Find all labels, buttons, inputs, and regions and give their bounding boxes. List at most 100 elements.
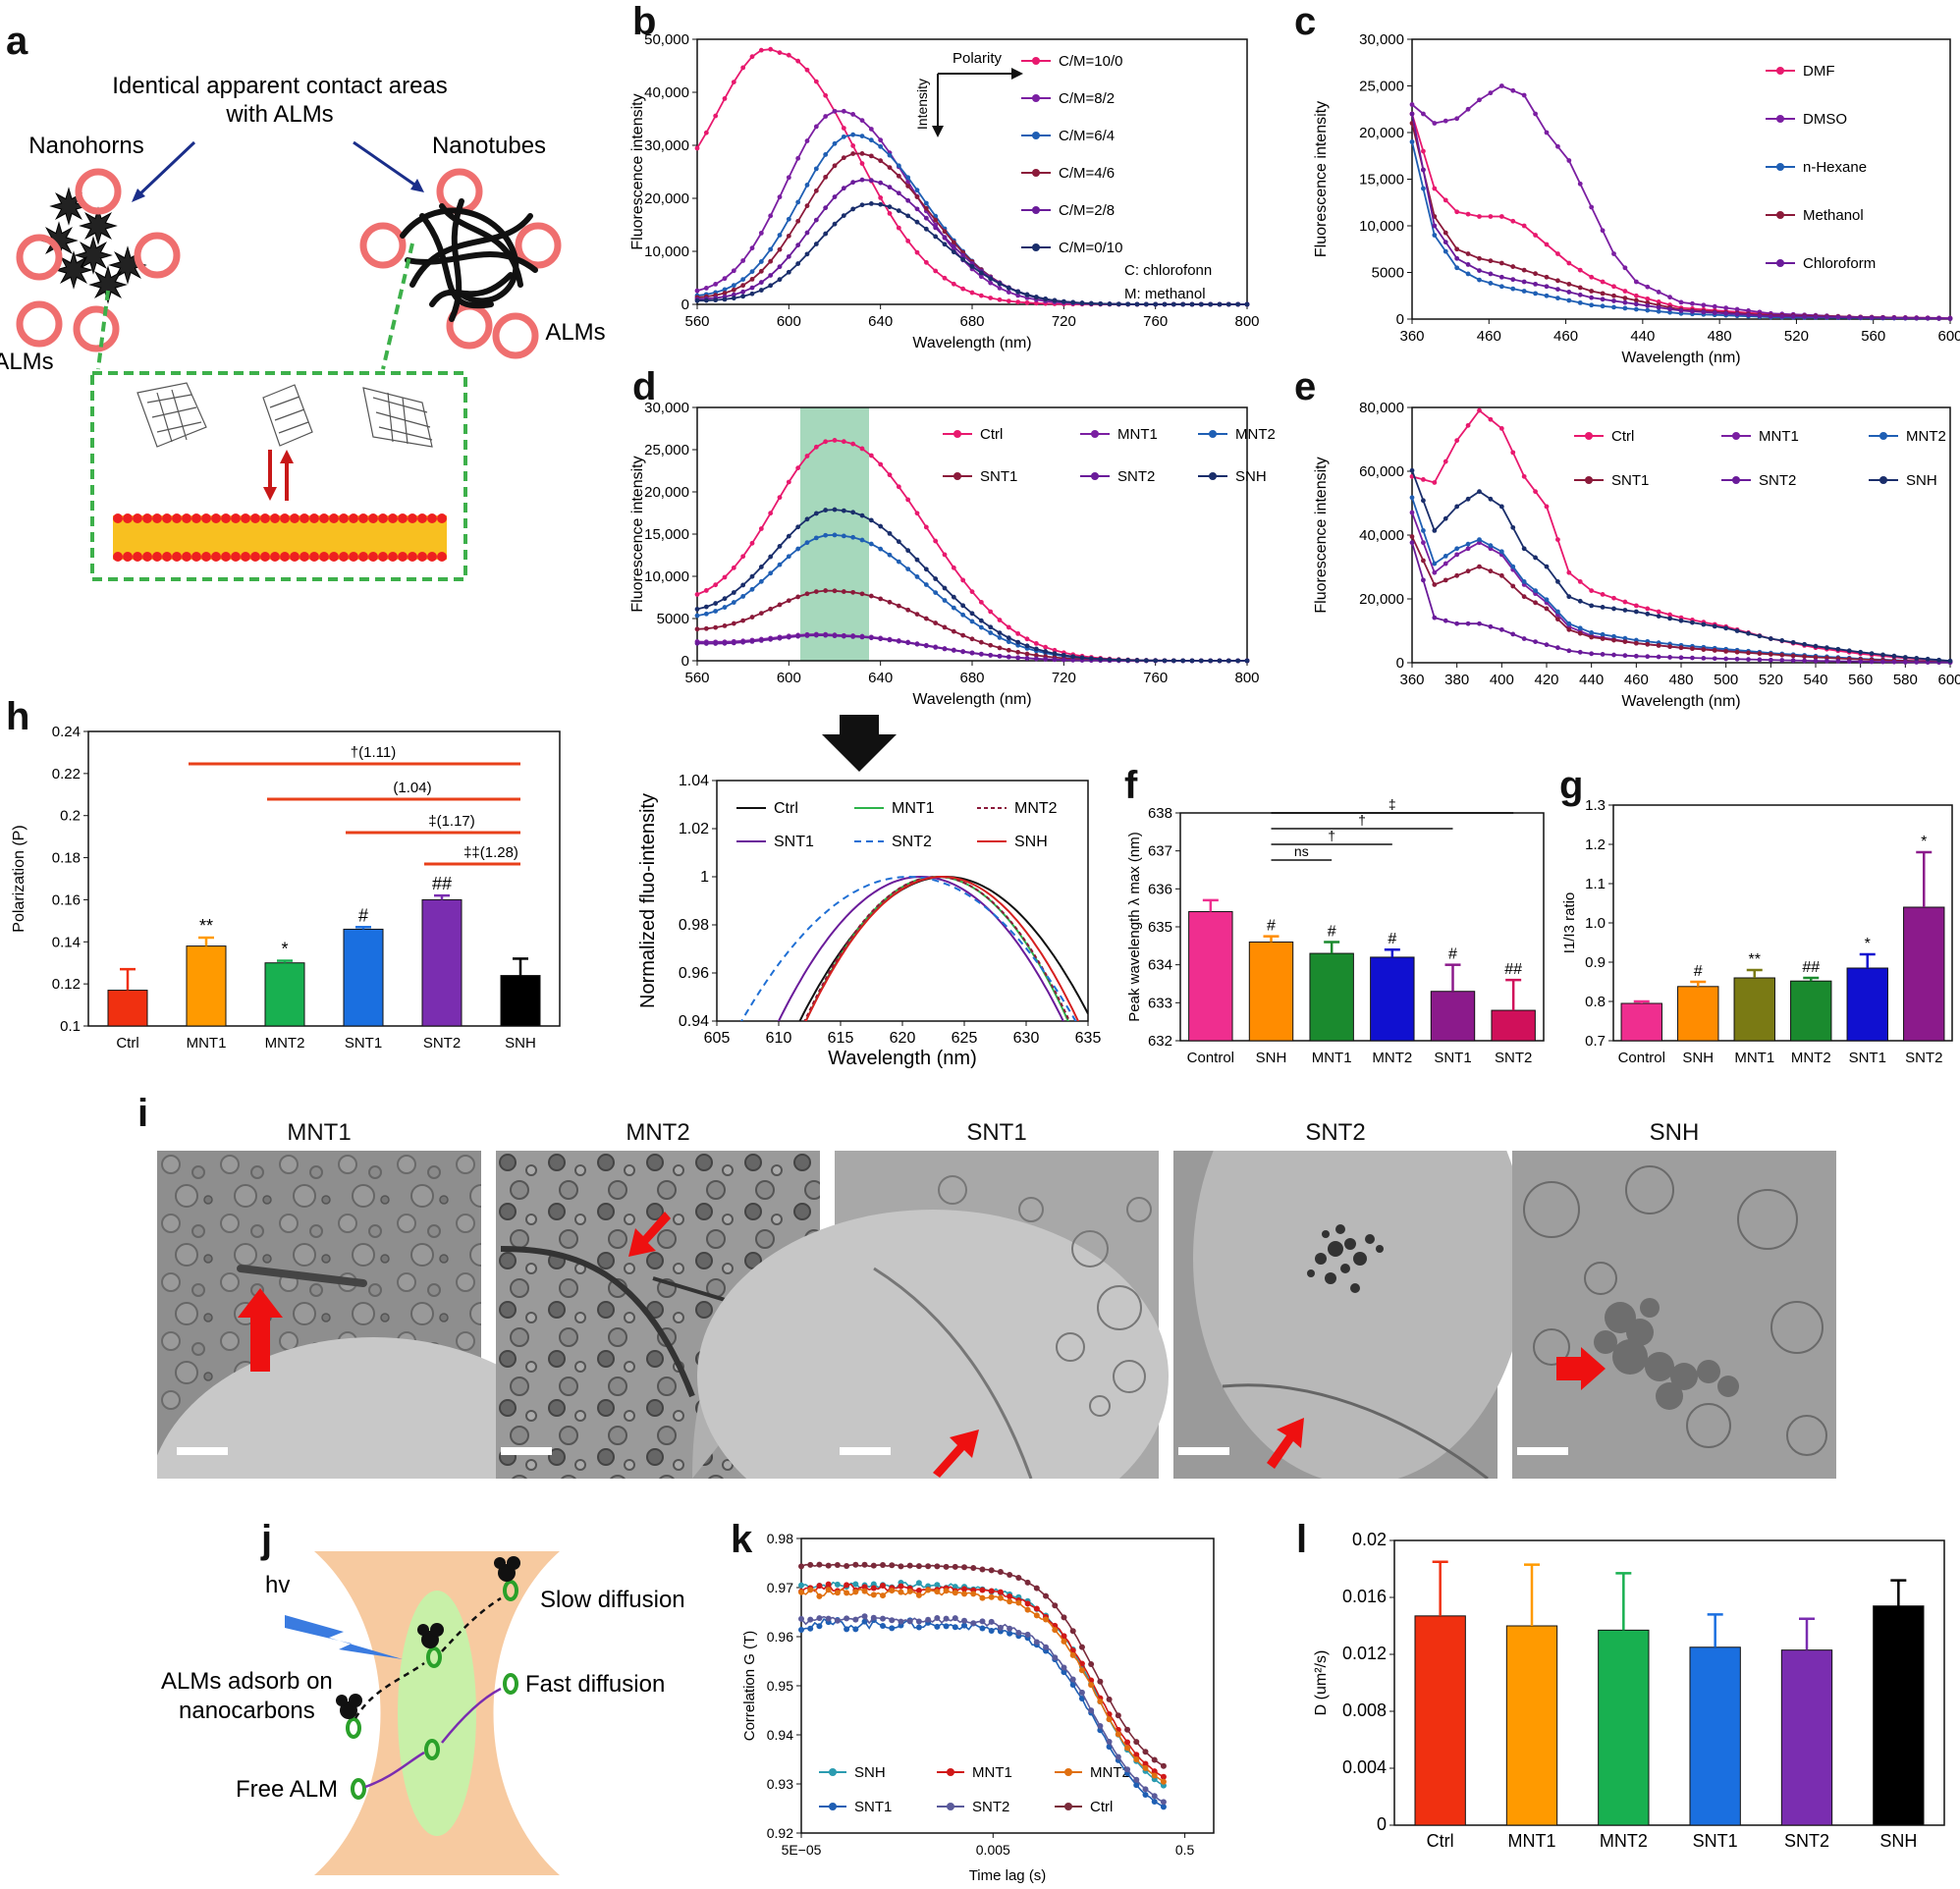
data-point	[1902, 659, 1908, 665]
data-point	[823, 632, 829, 638]
data-point	[1510, 524, 1516, 530]
significance-label: (1.04)	[393, 780, 431, 796]
data-point	[777, 50, 783, 56]
chart-g: 0.7 0.8 0.9 1.0 1.1 1.2 1.3 I1/I3 ratio Control #…	[1561, 797, 1953, 1066]
y-tick-label: 637	[1148, 843, 1172, 860]
data-point	[988, 1628, 995, 1635]
data-point	[914, 511, 920, 516]
y-tick-label: 0.95	[767, 1678, 793, 1694]
data-point	[1533, 233, 1538, 238]
data-point	[1555, 278, 1560, 284]
significance-mark: #	[1448, 946, 1457, 963]
lipid-head-top	[437, 513, 447, 523]
data-point	[979, 1566, 986, 1573]
panel-letter-j: j	[261, 1518, 273, 1561]
data-point	[914, 219, 920, 225]
lipid-head-top	[378, 513, 388, 523]
data-point	[1566, 594, 1572, 600]
data-point	[1115, 1754, 1121, 1760]
data-point	[1088, 1661, 1095, 1668]
data-point	[841, 533, 846, 539]
y-tick-label: 0.98	[767, 1531, 793, 1546]
data-point	[868, 127, 874, 132]
data-point	[988, 630, 994, 635]
data-point	[1622, 299, 1628, 305]
data-point	[731, 600, 736, 605]
data-point	[942, 552, 948, 558]
data-point	[758, 259, 764, 264]
x-tick-label: 625	[952, 1030, 978, 1047]
y-tick-label: 0.92	[767, 1825, 793, 1841]
data-point	[1006, 647, 1011, 653]
data-point	[731, 590, 736, 595]
x-tick-label: SNT2	[423, 1035, 461, 1052]
data-point	[1846, 648, 1852, 654]
data-point	[1667, 306, 1672, 312]
data-point	[1189, 301, 1195, 307]
data-point	[1678, 645, 1684, 651]
data-point	[906, 1618, 913, 1625]
data-point	[713, 641, 719, 646]
data-point	[1757, 633, 1763, 639]
panel-letter-e: e	[1294, 365, 1317, 408]
chart-normalized: 0.94 0.96 0.98 1 1.02 1.04 605 610 615 620 625 630 6…	[638, 773, 1101, 1069]
data-point	[933, 234, 939, 240]
data-point	[878, 143, 884, 149]
y-tick-label: 0.14	[52, 934, 81, 950]
lipid-head-top	[162, 513, 172, 523]
data-point	[1409, 540, 1415, 546]
data-point	[1510, 564, 1516, 569]
data-point	[880, 1583, 887, 1590]
data-point	[1006, 285, 1011, 291]
data-point	[1667, 612, 1672, 618]
label-alms-left: ALMs	[0, 349, 54, 375]
significance-label: †(1.11)	[351, 744, 396, 761]
data-point	[1432, 223, 1438, 229]
data-point	[1033, 1612, 1040, 1619]
x-axis-label: Wavelength (nm)	[828, 1048, 977, 1069]
data-point	[960, 649, 966, 655]
bar-SNT1	[343, 928, 384, 1027]
data-point	[1097, 1678, 1104, 1685]
data-point	[722, 574, 728, 580]
y-tick-label: 0.02	[1352, 1530, 1387, 1549]
label-slow-diffusion: Slow diffusion	[540, 1587, 685, 1613]
data-point	[1802, 314, 1807, 319]
data-point	[1510, 583, 1516, 589]
data-point	[1052, 647, 1058, 653]
x-tick-label: MNT2	[1791, 1050, 1831, 1066]
data-point	[1824, 655, 1829, 661]
legend-label: SNH	[1014, 834, 1048, 850]
fast-paths	[364, 1687, 502, 1789]
x-tick-label: 520	[1784, 328, 1809, 345]
y-tick-label: 0.93	[767, 1776, 793, 1792]
x-tick-label: 680	[959, 313, 984, 330]
data-point	[795, 243, 801, 248]
data-point	[1589, 630, 1595, 635]
data-point	[951, 249, 956, 255]
bar-MNT2	[1790, 980, 1832, 1042]
data-point	[1052, 1602, 1059, 1609]
data-point	[1024, 651, 1030, 657]
data-point	[1498, 260, 1504, 266]
data-point	[1533, 271, 1538, 277]
data-point	[889, 1625, 896, 1632]
data-point	[1510, 87, 1516, 93]
data-point	[823, 205, 829, 211]
data-point	[1734, 306, 1740, 312]
annotation-m: M: methanol	[1124, 286, 1206, 302]
data-point	[1656, 643, 1661, 648]
bar-MNT1	[1505, 1625, 1558, 1826]
bar-SNH	[1677, 986, 1719, 1042]
data-point	[896, 163, 901, 169]
data-point	[1488, 623, 1494, 629]
data-point	[1611, 284, 1616, 290]
data-point	[1678, 618, 1684, 623]
data-point	[1600, 592, 1606, 597]
data-point	[1566, 626, 1572, 632]
data-point	[703, 297, 709, 303]
data-point	[786, 554, 791, 560]
y-tick-label: 0.94	[767, 1727, 793, 1743]
bar-Control	[1188, 911, 1233, 1042]
data-point	[1225, 658, 1231, 664]
